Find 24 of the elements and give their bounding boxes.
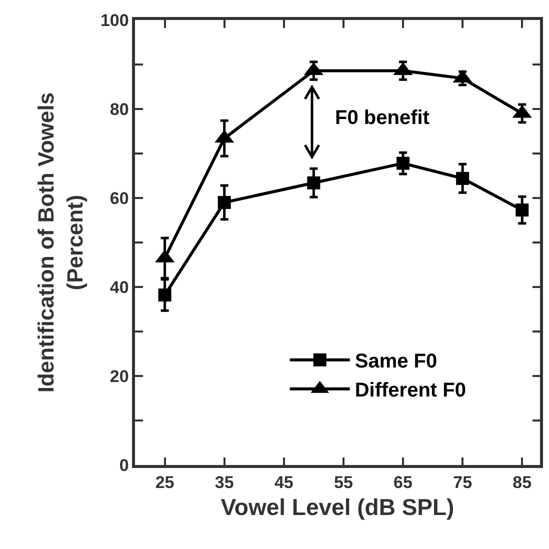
point	[307, 176, 320, 190]
y-tick-label: 100	[100, 10, 129, 30]
y-axis-title: Identification of Both Vowels (Percent)	[34, 92, 88, 393]
y-tick-label: 40	[110, 278, 129, 297]
annotation: F0 benefit	[335, 107, 430, 129]
y-tick-label: 80	[110, 100, 129, 119]
x-tick-label: 45	[274, 473, 294, 492]
point	[456, 172, 470, 185]
x-axis-title: Vowel Level (dB SPL)	[220, 494, 454, 520]
y-tick-label: 60	[110, 188, 129, 208]
x-tick-label: 85	[512, 473, 532, 492]
point	[158, 288, 172, 302]
point	[396, 156, 410, 170]
point	[218, 196, 231, 209]
point	[516, 204, 529, 217]
x-tick-label: 55	[334, 473, 353, 492]
x-tick-label: 75	[453, 473, 472, 492]
x-tick-label: 35	[214, 473, 234, 492]
y-tick-label: 0	[119, 456, 129, 475]
x-tick-label: 65	[394, 473, 412, 492]
legend-label: Different F0	[354, 380, 466, 402]
legend-label: Same F0	[354, 350, 438, 373]
y-tick-label: 20	[110, 366, 129, 386]
x-tick-label: 25	[155, 473, 174, 492]
